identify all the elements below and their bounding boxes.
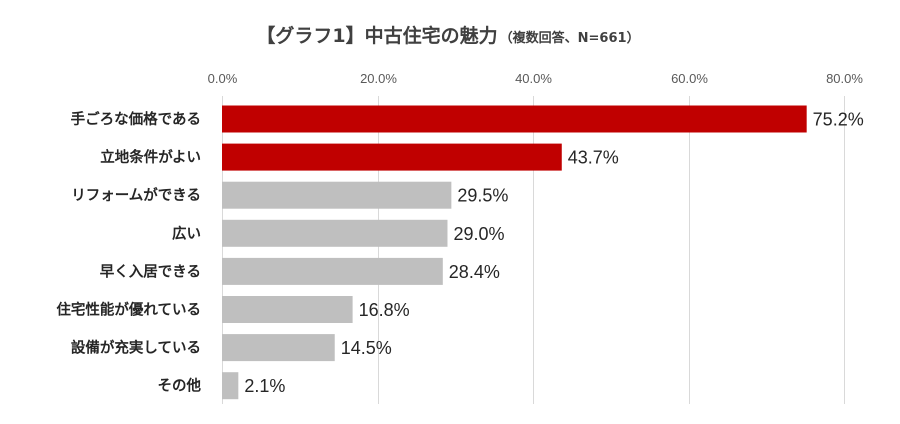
bar [222, 296, 353, 323]
category-label: 設備が充実している [71, 339, 201, 357]
bar [222, 257, 443, 285]
x-tick-label: 60.0% [671, 71, 708, 86]
category-label: リフォームができる [71, 186, 201, 204]
data-label: 28.4% [449, 262, 500, 282]
data-label: 29.0% [453, 224, 504, 244]
bar [222, 219, 448, 247]
chart-title: 【グラフ1】中古住宅の魅力 （複数回答、N=661） [256, 24, 639, 47]
data-label: 16.8% [359, 300, 410, 320]
bar [222, 334, 335, 362]
chart-title-main: 【グラフ1】中古住宅の魅力 [256, 24, 497, 47]
bar [222, 181, 452, 209]
x-tick-label: 40.0% [515, 71, 552, 86]
value-labels: 75.2% 43.7% 29.5% 29.0% 28.4% 16.8% 14.5% 2.1% [244, 110, 863, 397]
x-tick-label: 20.0% [360, 71, 397, 86]
category-labels: 手ごろな価格である立地条件がよいリフォームができる広い早く入居できる住宅性能が優… [56, 110, 201, 395]
data-label: 43.7% [568, 148, 619, 168]
bar [222, 372, 239, 400]
category-label: 住宅性能が優れている [56, 301, 201, 319]
data-label: 29.5% [457, 186, 508, 206]
bars [222, 105, 807, 400]
x-tick-label: 80.0% [826, 71, 863, 86]
data-label: 2.1% [244, 376, 285, 396]
x-axis-ticks: 0.0% 20.0% 40.0% 60.0% 80.0% [208, 71, 864, 86]
category-label: その他 [158, 377, 202, 395]
category-label: 立地条件がよい [100, 148, 201, 166]
data-label: 14.5% [341, 338, 392, 358]
bar [222, 143, 562, 171]
bar [222, 105, 807, 133]
category-label: 早く入居できる [100, 263, 201, 280]
chart-subtitle: （複数回答、N=661） [500, 30, 640, 46]
x-tick-label: 0.0% [208, 71, 238, 86]
category-label: 手ごろな価格である [71, 110, 201, 128]
category-label: 広い [172, 224, 201, 242]
data-label: 75.2% [813, 110, 864, 130]
